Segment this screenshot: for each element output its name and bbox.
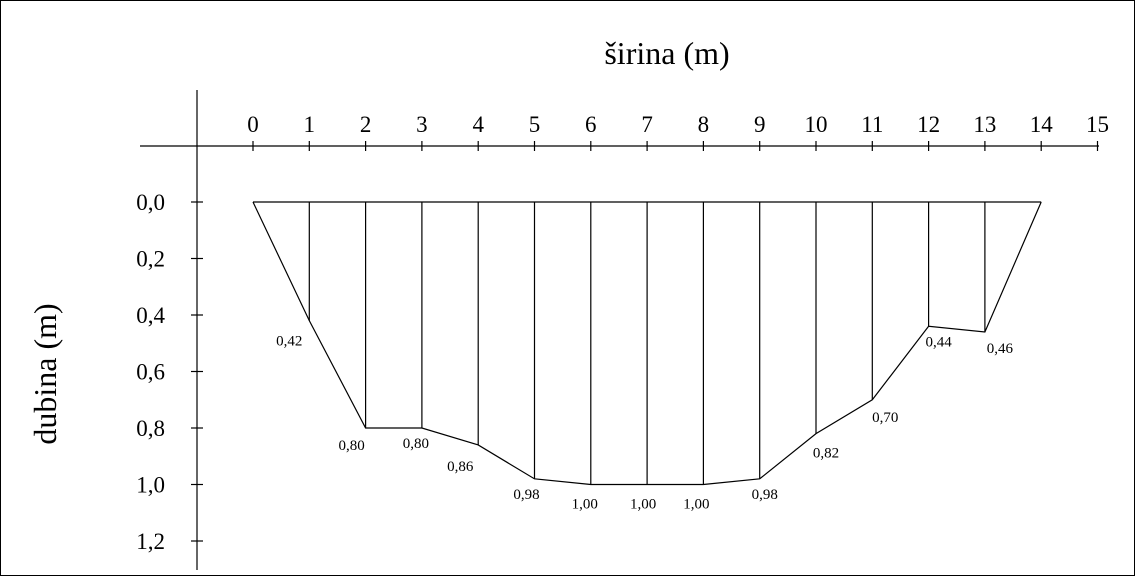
depth-label-13: 0,46 (987, 341, 1014, 357)
depth-label-10: 0,82 (813, 446, 839, 462)
x-tick-label: 13 (973, 112, 996, 137)
x-tick-label: 3 (416, 112, 428, 137)
x-tick-label: 11 (861, 112, 883, 137)
y-tick-label: 0,8 (136, 416, 165, 441)
x-tick-label: 9 (754, 112, 766, 137)
x-tick-label: 12 (917, 112, 940, 137)
y-tick-label: 1,0 (136, 473, 165, 498)
y-axis-title: dubina (m) (27, 303, 63, 444)
depth-label-8: 1,00 (683, 497, 709, 513)
x-axis-title: širina (m) (604, 35, 729, 71)
depth-label-3: 0,80 (403, 436, 429, 452)
riverbed-profile-line (252, 201, 1042, 486)
depth-label-1: 0,42 (276, 334, 302, 350)
x-tick-label: 7 (641, 112, 653, 137)
depth-verticals (308, 202, 986, 485)
y-tick-label: 1,2 (136, 529, 165, 554)
y-tick-label: 0,2 (136, 247, 165, 272)
depth-label-9: 0,98 (752, 487, 778, 503)
y-ticks: 0,0 0,2 0,4 0,6 0,8 1,0 1,2 (136, 190, 203, 554)
x-tick-label: 2 (360, 112, 372, 137)
depth-label-2: 0,80 (338, 438, 364, 454)
x-tick-label: 15 (1086, 112, 1109, 137)
x-tick-label: 5 (529, 112, 541, 137)
depth-label-4: 0,86 (447, 459, 474, 475)
x-tick-label: 14 (1030, 112, 1054, 137)
depth-label-12: 0,44 (925, 334, 952, 350)
x-tick-label: 4 (472, 112, 484, 137)
depth-label-5: 0,98 (513, 487, 539, 503)
x-tick-label: 10 (805, 112, 828, 137)
depth-label-7: 1,00 (630, 497, 656, 513)
x-ticks: 0 1 2 3 4 5 6 7 8 9 10 11 12 13 14 15 (247, 112, 1109, 151)
x-tick-label: 6 (585, 112, 597, 137)
x-tick-label: 8 (698, 112, 710, 137)
x-tick-label: 0 (247, 112, 259, 137)
depth-data-labels: 0,42 0,80 0,80 0,86 0,98 1,00 1,00 1,00 0,98 0,82… (276, 334, 1013, 513)
x-tick-label: 1 (304, 112, 316, 137)
y-tick-label: 0,4 (136, 303, 165, 328)
y-tick-label: 0,0 (136, 190, 165, 215)
depth-label-6: 1,00 (572, 497, 598, 513)
depth-label-11: 0,70 (872, 410, 898, 426)
y-tick-label: 0,6 (136, 360, 165, 385)
